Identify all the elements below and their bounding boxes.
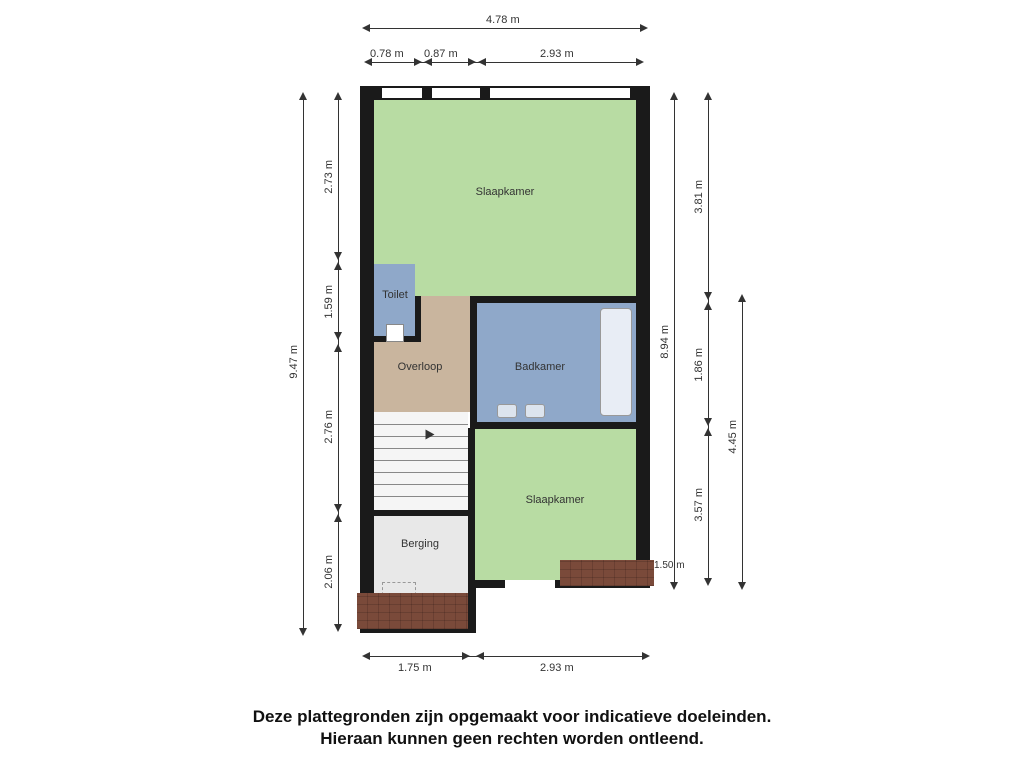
dim-line <box>708 100 709 582</box>
dim-right-seg1: 3.81 m <box>693 180 705 214</box>
wall-left <box>360 86 374 631</box>
dim-left-seg2: 1.59 m <box>323 285 335 319</box>
arrow-icon <box>704 428 712 436</box>
arrow-icon <box>704 418 712 426</box>
arrow-icon <box>670 582 678 590</box>
label-badkamer: Badkamer <box>515 361 565 373</box>
label-berging: Berging <box>401 538 439 550</box>
door-bottom <box>505 580 555 588</box>
window-top-2 <box>432 86 480 100</box>
dim-bottom-seg2: 2.93 m <box>540 662 574 674</box>
floorplan-canvas: Slaapkamer Toilet Overloop Badkamer Slaa… <box>0 0 1024 768</box>
dim-top-seg1: 0.78 m <box>370 48 404 60</box>
wall-h-bath-bot <box>470 422 650 429</box>
roof-tiles-left <box>357 593 468 629</box>
room-overloop <box>374 342 470 412</box>
dim-right-outer1: 8.94 m <box>659 325 671 359</box>
dim-line <box>303 100 304 628</box>
roof-tiles-right <box>560 560 654 586</box>
sink-2 <box>525 404 545 418</box>
stair-tread <box>374 460 468 461</box>
wall-v-bath-left <box>470 296 477 428</box>
stair-tread <box>374 496 468 497</box>
label-slaapkamer-1: Slaapkamer <box>476 186 535 198</box>
arrow-icon <box>636 58 644 66</box>
arrow-icon <box>704 292 712 300</box>
dim-right-seg3: 3.57 m <box>693 488 705 522</box>
dim-right-seg2: 1.86 m <box>693 348 705 382</box>
sink-1 <box>497 404 517 418</box>
arrow-icon <box>670 92 678 100</box>
dim-bottom-seg1: 1.75 m <box>398 662 432 674</box>
arrow-icon <box>642 652 650 660</box>
wall-right <box>636 86 650 584</box>
arrow-icon <box>640 24 648 32</box>
arrow-icon <box>334 332 342 340</box>
arrow-icon <box>362 24 370 32</box>
stair-tread <box>374 448 468 449</box>
stair-arrow-icon <box>426 430 435 440</box>
arrow-icon <box>334 252 342 260</box>
dim-top-seg3: 2.93 m <box>540 48 574 60</box>
arrow-icon <box>704 92 712 100</box>
dim-line <box>370 62 640 63</box>
window-top-3 <box>490 86 630 100</box>
stair-tread <box>374 436 468 437</box>
wall-v-berging-right <box>468 428 475 588</box>
arrow-icon <box>462 652 470 660</box>
wall-h-bath-top <box>470 296 638 303</box>
dim-left-seg3: 2.76 m <box>323 410 335 444</box>
arrow-icon <box>468 58 476 66</box>
arrow-icon <box>478 58 486 66</box>
stair-tread <box>374 472 468 473</box>
label-slaapkamer-2: Slaapkamer <box>526 494 585 506</box>
wall-bottom-step <box>468 584 476 633</box>
arrow-icon <box>299 628 307 636</box>
dim-left-outer: 9.47 m <box>288 345 300 379</box>
caption-line-2: Hieraan kunnen geen rechten worden ontle… <box>0 728 1024 750</box>
caption-line-1: Deze plattegronden zijn opgemaakt voor i… <box>0 706 1024 728</box>
stair-tread <box>374 424 468 425</box>
dim-line <box>338 100 339 628</box>
dim-line <box>674 100 675 582</box>
arrow-icon <box>334 624 342 632</box>
stair-tread <box>374 484 468 485</box>
arrow-icon <box>362 652 370 660</box>
dim-left-seg4: 2.06 m <box>323 555 335 589</box>
arrow-icon <box>334 504 342 512</box>
caption: Deze plattegronden zijn opgemaakt voor i… <box>0 706 1024 750</box>
room-slaapkamer-1-ext <box>421 258 636 296</box>
arrow-icon <box>414 58 422 66</box>
bathtub <box>600 308 632 416</box>
arrow-icon <box>299 92 307 100</box>
dim-top-total: 4.78 m <box>486 14 520 26</box>
arrow-icon <box>704 302 712 310</box>
arrow-icon <box>334 262 342 270</box>
arrow-icon <box>334 344 342 352</box>
toilet-fixture <box>386 324 404 342</box>
dim-left-seg1: 2.73 m <box>323 160 335 194</box>
dim-line <box>370 656 648 657</box>
label-overloop: Overloop <box>398 361 443 373</box>
dim-top-seg2: 0.87 m <box>424 48 458 60</box>
arrow-icon <box>476 652 484 660</box>
label-toilet: Toilet <box>382 289 408 301</box>
dim-right-outer2: 4.45 m <box>727 420 739 454</box>
arrow-icon <box>738 582 746 590</box>
window-top-1 <box>382 86 422 100</box>
arrow-icon <box>738 294 746 302</box>
arrow-icon <box>704 578 712 586</box>
dim-line <box>742 302 743 582</box>
arrow-icon <box>334 514 342 522</box>
dim-line <box>370 28 640 29</box>
dim-right-small: 1.50 m <box>654 560 685 571</box>
arrow-icon <box>334 92 342 100</box>
room-overloop-ext <box>421 296 470 346</box>
